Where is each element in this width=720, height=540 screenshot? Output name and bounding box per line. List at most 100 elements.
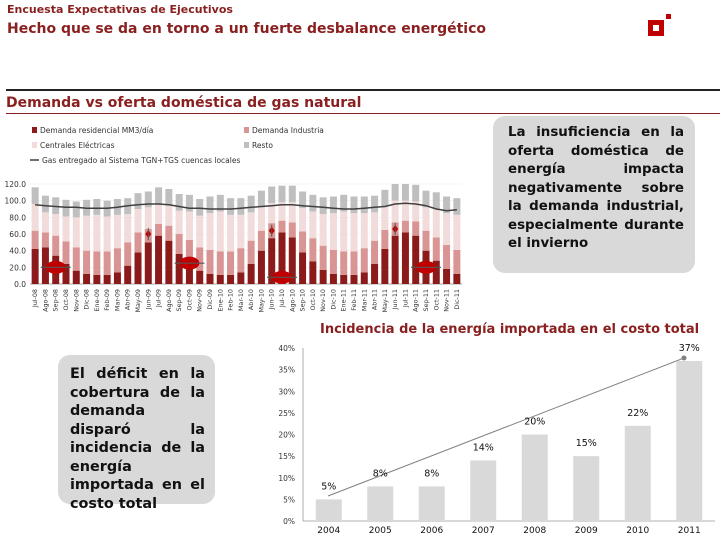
- section-divider: [6, 113, 720, 114]
- header-divider: [6, 89, 720, 91]
- bar-segment-residential: [144, 242, 152, 284]
- bar-segment-rest: [350, 196, 358, 214]
- bar-segment-residential: [432, 260, 440, 284]
- chart1-x-tick-label: Dic-11: [453, 289, 461, 310]
- bar-segment-rest: [453, 198, 461, 215]
- chart2-y-tick-label: 5%: [283, 495, 295, 504]
- bar-segment-rest: [155, 187, 163, 204]
- bar-segment-rest: [93, 199, 101, 215]
- chart1-x-tick-label: Jul-10: [278, 289, 286, 308]
- bar-segment-residential: [350, 274, 358, 284]
- chart1-legend: Demanda residencial MM3/día Demanda Indu…: [30, 126, 324, 165]
- bar-segment-power-plants: [319, 214, 327, 246]
- bar-segment-residential: [453, 274, 461, 284]
- bar-segment-industry: [175, 234, 183, 254]
- chart1-x-tick-label: Dic-09: [206, 289, 214, 310]
- bar-segment-residential: [278, 232, 286, 284]
- bar-segment-industry: [155, 224, 163, 236]
- bar-segment-power-plants: [31, 204, 39, 231]
- bar-segment-industry: [432, 237, 440, 261]
- chart1-x-tick-label: Ene-09: [93, 289, 101, 311]
- bar-segment-rest: [412, 184, 420, 202]
- chart1-y-tick-label: 80.0: [9, 213, 26, 222]
- legend-label-residential: Demanda residencial MM3/día: [40, 126, 153, 135]
- bar-segment-residential: [340, 274, 348, 284]
- brand-logo-icon: [648, 14, 671, 36]
- bar-segment-rest: [257, 190, 265, 208]
- logo-hole: [653, 25, 659, 31]
- bar-segment-rest: [309, 194, 317, 212]
- bar-segment-residential: [319, 269, 327, 284]
- bar-segment-power-plants: [144, 207, 152, 229]
- imported-share-bar: [521, 434, 548, 521]
- chart1-x-tick-label: Oct-08: [62, 289, 70, 311]
- bar-segment-rest: [206, 196, 214, 214]
- winter-markers: [40, 223, 441, 284]
- bar-segment-rest: [31, 187, 39, 204]
- legend-swatch-rest: [244, 142, 249, 148]
- bar-segment-power-plants: [185, 211, 193, 240]
- chart2-y-tick-label: 35%: [278, 366, 295, 375]
- chart2-y-tick-label: 30%: [278, 387, 295, 396]
- bar-segment-industry: [83, 250, 91, 274]
- bar-segment-industry: [422, 230, 430, 251]
- bar-segment-power-plants: [453, 214, 461, 250]
- bar-segment-rest: [443, 196, 451, 214]
- chart2-year-label: 2006: [420, 526, 443, 536]
- chart1-y-tick-label: 40.0: [9, 247, 26, 256]
- bar-segment-industry: [113, 248, 121, 273]
- chart2-year-label: 2009: [575, 526, 598, 536]
- bar-segment-rest: [196, 199, 204, 216]
- chart2-y-tick-label: 10%: [278, 474, 295, 483]
- chart1-x-tick-label: Dic-08: [83, 289, 91, 310]
- imported-share-value: 15%: [576, 438, 597, 449]
- bar-segment-industry: [216, 251, 224, 275]
- bar-segment-rest: [299, 191, 307, 209]
- bar-segment-industry: [206, 249, 214, 274]
- bar-segment-industry: [319, 245, 327, 270]
- bar-segment-power-plants: [216, 211, 224, 252]
- chart1-x-tick-label: Ago-08: [41, 289, 49, 312]
- bar-segment-power-plants: [288, 202, 296, 223]
- bar-segment-industry: [278, 220, 286, 233]
- bar-segment-residential: [155, 235, 163, 284]
- bar-segment-rest: [391, 184, 399, 201]
- bar-segment-industry: [340, 251, 348, 275]
- bar-segment-rest: [165, 189, 173, 206]
- chart1-x-tick-label: Nov-08: [72, 289, 80, 312]
- imported-share-bar: [470, 460, 497, 521]
- bar-segment-industry: [371, 240, 379, 264]
- bar-segment-rest: [360, 196, 368, 214]
- bar-segment-power-plants: [350, 213, 358, 252]
- bar-segment-residential: [247, 264, 255, 284]
- imported-share-value: 22%: [627, 408, 648, 419]
- bar-segment-industry: [227, 251, 235, 275]
- chart1-x-tick-label: Ago-10: [288, 289, 296, 312]
- trend-line: [327, 357, 685, 497]
- bar-segment-power-plants: [237, 214, 245, 249]
- bar-segment-residential: [165, 240, 173, 284]
- section-title: Demanda vs oferta doméstica de gas natur…: [6, 95, 362, 111]
- chart1-x-tick-label: Sep-08: [52, 289, 60, 311]
- bar-segment-residential: [113, 272, 121, 284]
- imported-share-value: 5%: [321, 481, 336, 492]
- chart1-y-tick-label: 100.0: [5, 197, 27, 206]
- bar-segment-residential: [206, 274, 214, 284]
- chart1-y-tick-label: 20.0: [9, 263, 26, 272]
- imported-share-value: 14%: [473, 442, 494, 453]
- bar-segment-power-plants: [257, 207, 265, 231]
- chart2-year-label: 2005: [369, 526, 392, 536]
- chart2-year-label: 2010: [626, 526, 649, 536]
- bar-segment-industry: [453, 249, 461, 274]
- bar-segment-rest: [144, 191, 152, 208]
- bar-segment-industry: [329, 249, 337, 274]
- bar-segment-industry: [247, 240, 255, 264]
- bar-segment-power-plants: [196, 215, 204, 248]
- bar-segment-power-plants: [175, 210, 183, 234]
- bar-segment-rest: [134, 193, 142, 209]
- legend-swatch-residential: [32, 127, 37, 133]
- bar-segment-residential: [227, 274, 235, 284]
- bar-segment-power-plants: [443, 213, 451, 245]
- imported-energy-chart: 40% 35% 30% 25% 20% 15% 10% 5% 0% 5% 2004 8% 2005 8%…: [278, 343, 715, 536]
- chart1-x-tick-label: Ene-10: [216, 289, 224, 311]
